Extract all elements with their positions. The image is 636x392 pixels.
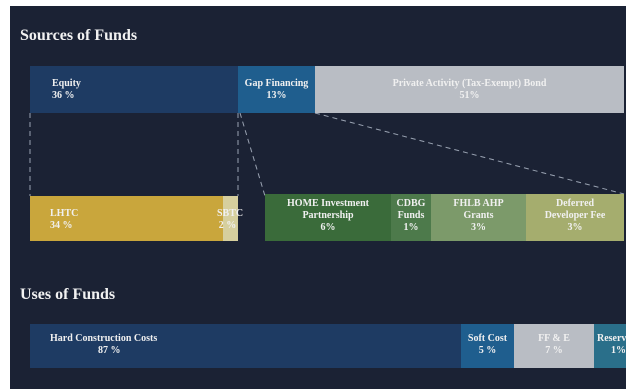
segment-fhlb-label-1: FHLB AHP [453, 198, 504, 209]
gap-left-connector [239, 112, 266, 197]
segment-hard-construction-pct: 87 % [98, 345, 121, 356]
segment-soft-cost: Soft Cost 5 % [461, 324, 514, 368]
segment-equity-label: Equity [52, 78, 81, 89]
uses-title: Uses of Funds [20, 286, 116, 303]
segment-lhtc: LHTC 34 % [30, 196, 223, 241]
segment-home-label-1: HOME Investment [287, 198, 369, 209]
segment-ffe-pct: 7 % [545, 345, 563, 356]
gap-right-connector [314, 112, 625, 195]
segment-home-pct: 6% [320, 222, 336, 233]
segment-lhtc-label: LHTC [50, 208, 79, 219]
segment-hard-construction: Hard Construction Costs 87 % [30, 324, 461, 368]
connector-lines [29, 112, 625, 197]
segment-cdbg-label-2: Funds [397, 210, 425, 221]
segment-sbtc-label: SBTC [217, 208, 244, 219]
segment-soft-cost-pct: 5 % [478, 345, 497, 356]
segment-ffe-label: FF & E [538, 333, 570, 344]
segment-soft-cost-label: Soft Cost [467, 333, 508, 344]
segment-hard-construction-label: Hard Construction Costs [50, 333, 158, 344]
segment-home-label-2: Partnership [302, 210, 354, 221]
segment-ffe: FF & E 7 % [514, 324, 594, 368]
segment-gap-financing-pct: 13% [266, 90, 287, 101]
segment-bond: Private Activity (Tax-Exempt) Bond 51% [315, 66, 624, 113]
segment-reserves: Reserves 1% [594, 324, 626, 368]
segment-deferred-fee-pct: 3% [567, 222, 583, 233]
sources-title: Sources of Funds [20, 27, 138, 44]
segment-cdbg: CDBG Funds 1% [391, 194, 431, 241]
segment-fhlb-pct: 3% [471, 222, 486, 233]
segment-cdbg-label-1: CDBG [396, 198, 426, 209]
funds-diagram-panel: Sources of Funds Equity 36 % Gap Financi… [10, 6, 626, 389]
segment-home: HOME Investment Partnership 6% [265, 194, 391, 241]
segment-equity-pct: 36 % [52, 90, 75, 101]
segment-lhtc-pct: 34 % [50, 220, 73, 231]
segment-fhlb: FHLB AHP Grants 3% [431, 194, 526, 241]
segment-reserves-label: Reserves [597, 333, 626, 344]
segment-deferred-fee: Deferred Developer Fee 3% [526, 194, 624, 241]
segment-bond-pct: 51% [459, 90, 480, 101]
segment-cdbg-pct: 1% [403, 222, 419, 233]
segment-deferred-fee-label-2: Developer Fee [544, 210, 606, 221]
segment-equity: Equity 36 % [30, 66, 238, 113]
segment-sbtc: SBTC 2 % [217, 196, 243, 241]
segment-gap-financing-label: Gap Financing [244, 78, 309, 89]
segment-fhlb-label-2: Grants [463, 210, 494, 221]
segment-sbtc-pct: 2 % [218, 220, 237, 231]
segment-gap-financing: Gap Financing 13% [238, 66, 315, 113]
segment-deferred-fee-label-1: Deferred [555, 198, 595, 209]
segment-bond-label: Private Activity (Tax-Exempt) Bond [392, 78, 547, 89]
segment-reserves-pct: 1% [611, 345, 626, 356]
